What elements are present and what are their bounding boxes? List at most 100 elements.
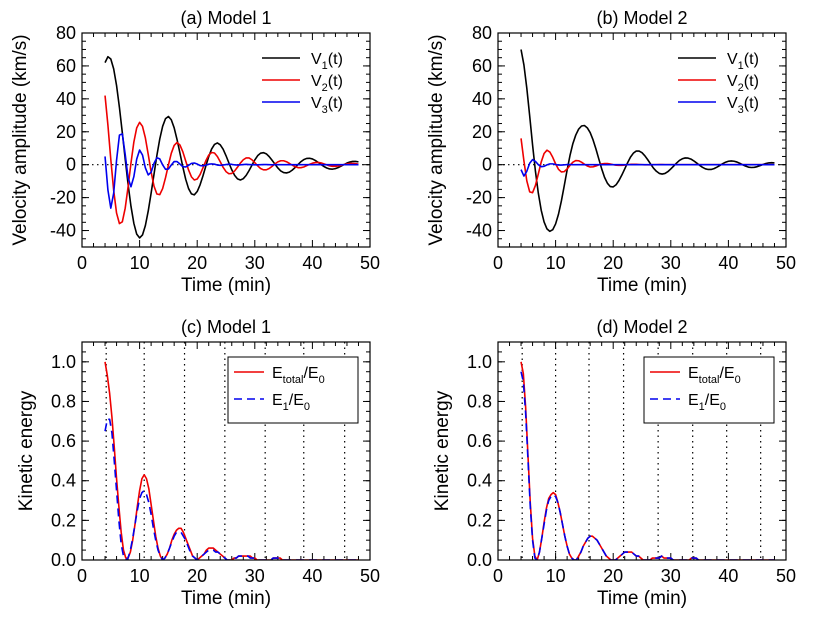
y-tick-label: 80 — [56, 23, 76, 43]
legend-label: Etotal/E0 — [688, 365, 741, 386]
y-tick-label: 20 — [472, 122, 492, 142]
legend-label-main: E — [688, 392, 699, 409]
legend-label-sub: 2 — [738, 82, 744, 94]
series-line-v3t — [104, 133, 359, 209]
legend: V1(t)V2(t)V3(t) — [678, 51, 759, 116]
legend-label-sub2: 0 — [735, 374, 741, 386]
y-axis-label: Velocity amplitude (km/s) — [10, 34, 31, 245]
legend-label-sub: 1 — [283, 401, 289, 413]
legend-label: Etotal/E0 — [272, 365, 325, 386]
x-tick-label: 10 — [546, 253, 566, 273]
y-tick-label: -40 — [466, 221, 492, 241]
legend-label-tail: /E — [719, 365, 734, 382]
series-line-etotale0 — [104, 361, 359, 560]
y-tick-label: -40 — [50, 221, 76, 241]
x-tick-label: 30 — [661, 566, 681, 586]
x-tick-label: 20 — [603, 253, 623, 273]
legend-label-tail: (t) — [744, 73, 759, 90]
legend-label-tail: /E — [289, 392, 304, 409]
y-tick-label: 0.8 — [51, 391, 76, 411]
legend-label-main: V — [727, 73, 738, 90]
x-tick-label: 0 — [77, 253, 87, 273]
y-tick-label: 0 — [482, 155, 492, 175]
series-line-v1t — [104, 55, 359, 239]
x-tick-label: 10 — [546, 566, 566, 586]
y-tick-label: 0.6 — [467, 431, 492, 451]
legend-label: V1(t) — [727, 51, 759, 72]
y-tick-label: 40 — [472, 89, 492, 109]
x-tick-label: 30 — [245, 253, 265, 273]
legend-label: E1/E0 — [272, 392, 310, 413]
y-tick-label: 0.4 — [467, 471, 492, 491]
y-tick-label: 1.0 — [51, 352, 76, 372]
series-line-etotale0 — [520, 361, 775, 560]
panel-a: (a) Model 1 0 10 20 30 40 50 -40 -20 0 20 40 60 80 Tim… — [10, 8, 380, 296]
series-line-v2t — [104, 95, 359, 225]
x-tick-label: 50 — [776, 566, 796, 586]
x-tick-label: 40 — [718, 566, 738, 586]
x-tick-label: 20 — [187, 253, 207, 273]
y-tick-label: -20 — [466, 188, 492, 208]
legend-label: V1(t) — [311, 51, 343, 72]
legend-label-tail: (t) — [328, 73, 343, 90]
legend-label-main: V — [727, 95, 738, 112]
legend-label-tail: (t) — [328, 95, 343, 112]
y-tick-label: -20 — [50, 188, 76, 208]
legend-label-sub: 1 — [699, 401, 705, 413]
x-tick-label: 50 — [360, 566, 380, 586]
legend-label-tail: (t) — [328, 51, 343, 68]
legend-label-sub2: 0 — [720, 401, 726, 413]
legend-label-sub2: 0 — [319, 374, 325, 386]
plot-frame — [497, 32, 787, 248]
legend-label-main: E — [272, 392, 283, 409]
y-tick-label: 40 — [56, 89, 76, 109]
x-tick-label: 20 — [187, 566, 207, 586]
legend-label-main: V — [727, 51, 738, 68]
x-tick-label: 50 — [776, 253, 796, 273]
legend-label-tail: /E — [705, 392, 720, 409]
y-tick-label: 60 — [56, 56, 76, 76]
legend-label-main: V — [311, 95, 322, 112]
panel-d: (d) Model 20 10 20 30 40 500.00.20.40.60.81.0… — [432, 317, 796, 609]
plot-frame — [81, 32, 371, 248]
legend-label-sub: total — [283, 374, 304, 386]
x-tick-label: 50 — [360, 253, 380, 273]
x-tick-label: 10 — [130, 253, 150, 273]
legend-label-main: E — [688, 365, 699, 382]
legend-label-sub: 3 — [738, 104, 744, 116]
chart-title: (d) Model 2 — [596, 317, 687, 337]
x-tick-label: 40 — [302, 566, 322, 586]
chart-title: (c) Model 1 — [181, 317, 271, 337]
legend-label-sub: 1 — [738, 60, 744, 72]
x-tick-label: 10 — [130, 566, 150, 586]
y-tick-label: 0.2 — [467, 510, 492, 530]
x-tick-label: 0 — [77, 566, 87, 586]
y-axis-label: Velocity amplitude (km/s) — [426, 34, 447, 245]
legend: V1(t)V2(t)V3(t) — [262, 51, 343, 116]
legend-label: V3(t) — [727, 95, 759, 116]
legend-label-sub: total — [699, 374, 720, 386]
y-tick-label: 60 — [472, 56, 492, 76]
legend-label-tail: /E — [303, 365, 318, 382]
series-line-v1t — [520, 49, 775, 233]
panel-b: (b) Model 2 0 10 20 30 40 50 -40 -20 0 20 40 60 80 Tim… — [426, 8, 796, 296]
legend-label: V3(t) — [311, 95, 343, 116]
x-axis-label: Time (min) — [181, 588, 271, 609]
legend-label-sub: 2 — [322, 82, 328, 94]
x-tick-label: 0 — [493, 253, 503, 273]
legend-label: V2(t) — [727, 73, 759, 94]
y-tick-label: 0.4 — [51, 471, 76, 491]
y-axis-label: Kinetic energy — [16, 390, 37, 511]
y-tick-label: 0.8 — [467, 391, 492, 411]
y-tick-label: 0.6 — [51, 431, 76, 451]
chart-title: (b) Model 2 — [596, 8, 687, 28]
legend-label: E1/E0 — [688, 392, 726, 413]
x-tick-label: 40 — [302, 253, 322, 273]
legend-label-sub: 1 — [322, 60, 328, 72]
series-line-v3t — [520, 158, 775, 177]
y-tick-label: 0.0 — [467, 550, 492, 570]
legend-label-sub2: 0 — [304, 401, 310, 413]
